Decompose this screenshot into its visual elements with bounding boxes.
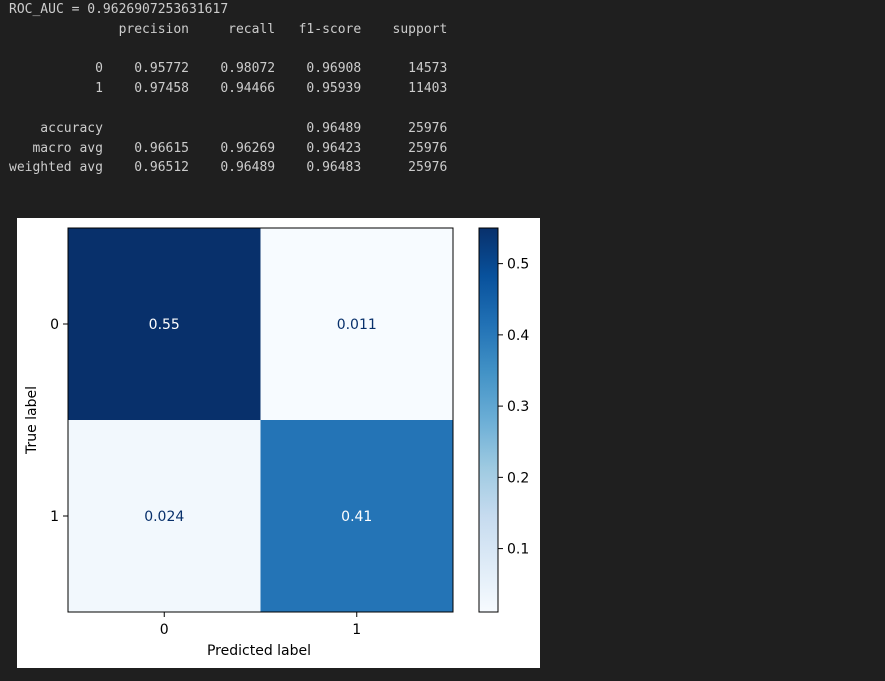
cell-value-label: 0.55 [149, 317, 180, 333]
heatmap-cell [260, 228, 454, 421]
report-row: 0 0.95772 0.98072 0.96908 14573 [9, 61, 448, 77]
heatmap-cell [260, 420, 454, 613]
blank-line [9, 40, 447, 60]
plot-frame [67, 227, 454, 613]
cell-value-label: 0.024 [144, 509, 184, 525]
x-tick-label: 0 [160, 622, 169, 638]
report-row-avg: weighted avg 0.96512 0.96489 0.96483 259… [9, 160, 448, 176]
report-row: 1 0.97458 0.94466 0.95939 11403 [9, 81, 448, 97]
x-tick-label: 1 [352, 622, 361, 638]
y-tick-label: 1 [50, 509, 59, 525]
blank-line [9, 99, 447, 119]
heatmap-cell [68, 420, 261, 613]
report-row-accuracy: accuracy 0.96489 25976 [9, 120, 448, 136]
colorbar-tick-label: 0.4 [507, 328, 529, 344]
y-axis-label: True label [24, 386, 40, 455]
roc-auc-line: ROC_AUC = 0.9626907253631617 [9, 2, 229, 17]
console-output: ROC_AUC = 0.9626907253631617 precision r… [9, 0, 447, 178]
colorbar-tick-label: 0.3 [507, 399, 529, 415]
cell-value-label: 0.41 [341, 509, 372, 525]
colorbar [478, 227, 499, 613]
cell-value-label: 0.011 [337, 317, 377, 333]
report-header: precision recall f1-score support [9, 21, 448, 37]
colorbar-tick-label: 0.2 [507, 470, 529, 486]
heatmap-cell [68, 228, 261, 421]
colorbar-tick-label: 0.5 [507, 257, 529, 273]
y-tick-label: 0 [50, 317, 59, 333]
report-row-avg: macro avg 0.96615 0.96269 0.96423 25976 [9, 140, 448, 156]
colorbar-tick-label: 0.1 [507, 542, 529, 558]
x-axis-label: Predicted label [207, 643, 311, 659]
